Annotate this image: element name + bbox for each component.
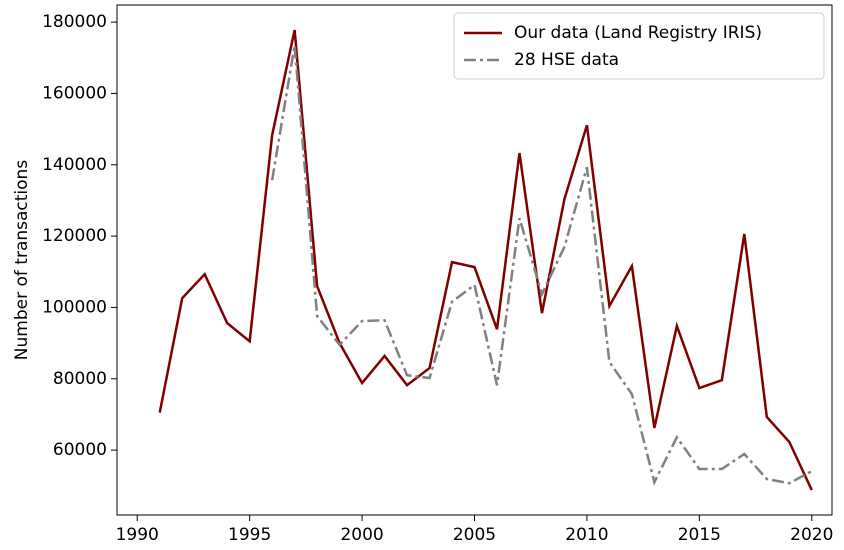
y-tick-label: 180000 — [42, 12, 107, 32]
y-tick-label: 140000 — [42, 155, 107, 175]
y-tick-label: 80000 — [53, 369, 107, 389]
y-axis-label: Number of transactions — [12, 160, 32, 361]
line-series — [270, 45, 813, 486]
plot-frame — [116, 4, 833, 516]
legend-label: Our data (Land Registry IRIS) — [514, 23, 762, 43]
legend-box — [453, 12, 825, 80]
line-series — [158, 29, 813, 491]
x-tick-label: 1995 — [228, 525, 271, 545]
x-tick-label: 2020 — [790, 525, 833, 545]
y-tick-label: 120000 — [42, 226, 107, 246]
x-tick-label: 2005 — [453, 525, 496, 545]
legend-label: 28 HSE data — [514, 50, 619, 70]
y-tick-label: 100000 — [42, 297, 107, 317]
x-tick-label: 2015 — [678, 525, 721, 545]
x-tick-label: 2000 — [340, 525, 383, 545]
y-tick-label: 160000 — [42, 83, 107, 103]
x-tick-label: 1990 — [116, 525, 159, 545]
x-tick-label: 2010 — [565, 525, 608, 545]
y-tick-label: 60000 — [53, 440, 107, 460]
